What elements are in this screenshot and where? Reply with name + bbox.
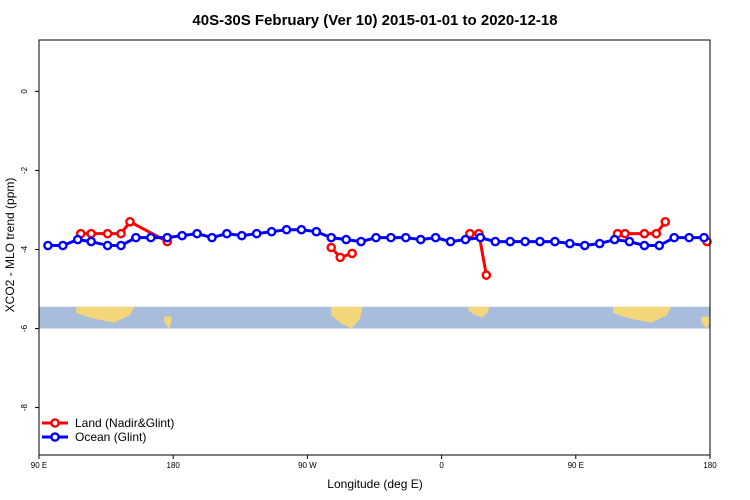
data-point <box>116 228 126 239</box>
data-point <box>131 232 141 243</box>
y-axis: 0 -2 -4 -6 -8 <box>20 89 39 411</box>
x-tick-label: 180 <box>703 461 717 470</box>
data-point <box>624 236 635 247</box>
data-point <box>102 228 113 239</box>
legend-item-land-nadir-glint: Land (Nadir&Glint) <box>42 416 174 430</box>
legend-marker <box>50 432 60 442</box>
data-point <box>116 240 126 251</box>
data-point <box>669 232 680 243</box>
data-point <box>236 230 247 241</box>
data-point <box>460 234 471 245</box>
legend-label: Ocean (Glint) <box>75 430 146 444</box>
data-point <box>490 236 501 247</box>
x-axis: 90 E 180 90 W 0 90 E 180 <box>31 455 717 470</box>
data-point <box>251 228 262 239</box>
data-point <box>207 232 217 243</box>
data-point <box>58 240 68 251</box>
data-point <box>386 232 396 243</box>
data-point <box>520 236 530 247</box>
x-tick-label: 90 E <box>31 461 47 470</box>
y-tick-label: 0 <box>20 89 29 94</box>
data-point <box>481 270 492 280</box>
data-point <box>102 240 113 251</box>
data-point <box>266 226 277 237</box>
data-point <box>222 228 232 239</box>
legend-marker <box>50 418 60 428</box>
data-point <box>281 224 292 235</box>
data-point <box>651 228 662 239</box>
land-mass-australia <box>76 306 135 323</box>
series-land-nadir-glint <box>75 217 712 280</box>
data-point <box>465 228 475 239</box>
data-point <box>684 232 694 243</box>
data-point <box>296 224 307 235</box>
data-point <box>192 228 202 239</box>
data-point <box>177 230 187 241</box>
legend-item-ocean-glint: Ocean (Glint) <box>42 430 146 444</box>
series-layer <box>43 217 712 280</box>
data-point <box>609 234 620 245</box>
data-point <box>86 236 96 247</box>
y-tick-label: -4 <box>20 245 29 253</box>
data-point <box>620 228 630 239</box>
plot-frame <box>38 39 711 456</box>
data-point <box>505 236 515 247</box>
data-point <box>639 228 650 239</box>
x-tick-label: 0 <box>439 461 444 470</box>
y-tick-label: -2 <box>20 166 29 174</box>
data-point <box>430 232 441 243</box>
legend: Land (Nadir&Glint)Ocean (Glint) <box>42 416 174 444</box>
land-mass-south-america <box>331 306 363 329</box>
data-point <box>550 236 560 247</box>
data-point <box>594 238 605 249</box>
data-point <box>43 240 53 251</box>
data-point <box>125 217 135 227</box>
data-point <box>654 240 665 251</box>
data-point <box>311 226 322 237</box>
data-point <box>72 234 83 245</box>
x-tick-label: 90 E <box>568 461 584 470</box>
data-point <box>535 236 545 247</box>
data-point <box>347 248 357 259</box>
data-point <box>660 217 671 227</box>
data-point <box>326 242 337 253</box>
land-mass-southern-africa <box>468 306 490 318</box>
ocean-band <box>39 306 710 329</box>
data-point <box>335 252 346 263</box>
chart-title: 40S-30S February (Ver 10) 2015-01-01 to … <box>192 12 557 29</box>
data-point <box>401 232 411 243</box>
data-point <box>415 234 426 245</box>
data-point <box>341 234 351 245</box>
y-axis-label: XCO2 - MLO trend (ppm) <box>3 178 17 313</box>
map-strip <box>39 306 710 329</box>
data-point <box>699 232 709 243</box>
data-point <box>146 232 156 243</box>
data-point <box>579 240 590 251</box>
data-point <box>475 232 486 243</box>
data-point <box>86 228 96 239</box>
land-mass-new-zealand <box>701 316 710 329</box>
data-point <box>326 232 337 243</box>
data-point <box>371 232 381 243</box>
data-point <box>162 232 173 243</box>
x-axis-label: Longitude (deg E) <box>327 477 422 491</box>
land-mass-new-zealand <box>164 316 172 329</box>
data-point <box>445 236 456 247</box>
land-mass-australia <box>613 306 672 323</box>
legend-label: Land (Nadir&Glint) <box>75 416 174 430</box>
data-point <box>565 238 575 249</box>
series-ocean-glint <box>43 224 709 251</box>
x-tick-label: 90 W <box>298 461 317 470</box>
x-tick-label: 180 <box>167 461 181 470</box>
data-point <box>356 236 366 247</box>
data-point <box>639 240 650 251</box>
y-tick-label: -6 <box>20 324 29 332</box>
y-tick-label: -8 <box>20 403 29 411</box>
